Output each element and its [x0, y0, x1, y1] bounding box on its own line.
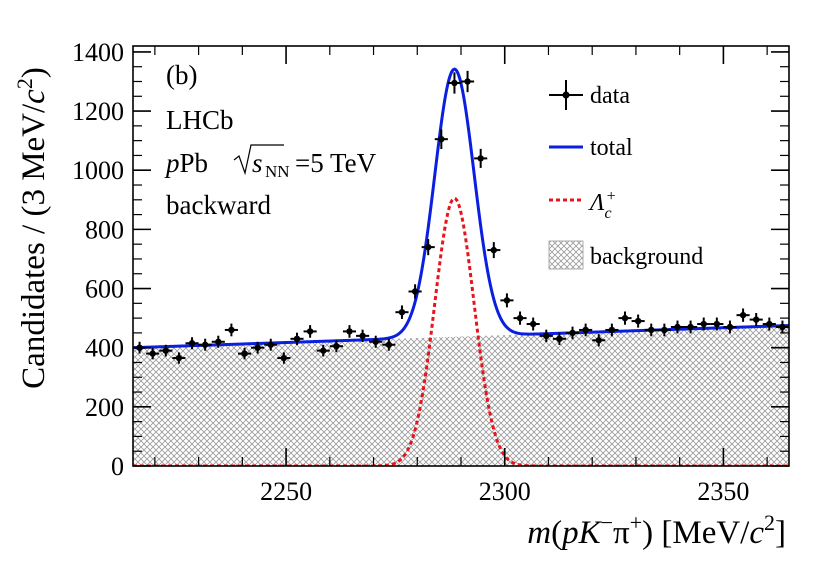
data-point [185, 337, 199, 350]
data-point [592, 334, 606, 347]
y-tick-label: 200 [85, 393, 124, 422]
data-point [382, 338, 396, 351]
data-point [316, 344, 330, 357]
data-point [211, 335, 225, 348]
data-point [290, 332, 304, 345]
data-point [618, 311, 632, 325]
data-point [539, 329, 553, 343]
data-point [749, 313, 763, 327]
x-tick-label: 2250 [260, 477, 312, 506]
data-point [762, 317, 776, 331]
data-point [670, 320, 685, 334]
data-point [172, 352, 186, 364]
data-point [146, 347, 160, 360]
data-point [644, 323, 658, 337]
y-tick-label: 1200 [72, 97, 124, 126]
data-point [237, 347, 252, 360]
y-tick-label: 600 [85, 275, 124, 304]
data-point [579, 323, 593, 337]
data-point [159, 344, 173, 357]
legend-data-marker [549, 80, 583, 110]
legend: data total Λc+ background [548, 80, 703, 270]
data-point [434, 129, 448, 150]
data-point [552, 332, 566, 345]
y-axis-label: Candidates / (3 MeV/c2) [12, 67, 52, 389]
data-point [500, 293, 514, 308]
svg-text:NN: NN [265, 162, 290, 181]
y-tick-label: 400 [85, 334, 124, 363]
panel-label: (b) [166, 60, 197, 90]
data-point [356, 329, 370, 343]
data-point [342, 325, 357, 338]
data-point [631, 314, 645, 328]
data-point [513, 311, 527, 325]
svg-text:=5 TeV: =5 TeV [295, 148, 377, 178]
y-tick-label: 800 [85, 215, 124, 244]
x-tick-label: 2350 [697, 477, 749, 506]
data-point [487, 242, 501, 259]
data-point [329, 340, 343, 353]
svg-text:s: s [252, 148, 263, 178]
data-point [303, 325, 317, 338]
data-point [277, 352, 291, 364]
data-point [408, 284, 422, 299]
experiment-label: LHCb [166, 105, 234, 135]
data-point [251, 341, 265, 354]
data-point [198, 338, 212, 351]
data-point [395, 305, 409, 319]
data-point [474, 148, 488, 168]
y-tick-label: 1000 [72, 156, 124, 185]
data-point [775, 320, 789, 334]
data-point [224, 323, 238, 337]
data-point [697, 317, 711, 331]
legend-signal-label: Λc+ [588, 188, 616, 222]
svg-text:pPb: pPb [164, 148, 208, 178]
signal-curve [133, 196, 789, 466]
legend-data-label: data [590, 83, 630, 109]
data-point [710, 317, 724, 331]
y-tick-label: 1400 [72, 38, 124, 67]
x-tick-label: 2300 [479, 477, 531, 506]
data-point [605, 323, 619, 337]
background-area [133, 325, 789, 466]
data-point [736, 308, 750, 322]
y-tick-label: 0 [111, 452, 124, 481]
collision-label: pPb s NN =5 TeV [164, 144, 377, 181]
data-point [421, 239, 435, 256]
data-point [447, 72, 461, 94]
data-point [684, 320, 698, 334]
data-point [526, 317, 540, 331]
data-point [461, 70, 475, 93]
legend-background-label: background [590, 244, 703, 270]
x-axis-label: m(pK−π+) [MeV/c2] [527, 510, 786, 551]
data-point [369, 335, 383, 348]
data-point [264, 338, 278, 351]
data-point [723, 320, 737, 334]
data-point [565, 326, 580, 340]
data-point [657, 323, 671, 337]
legend-background-swatch [548, 240, 584, 270]
direction-label: backward [166, 190, 271, 220]
legend-total-label: total [590, 135, 633, 161]
